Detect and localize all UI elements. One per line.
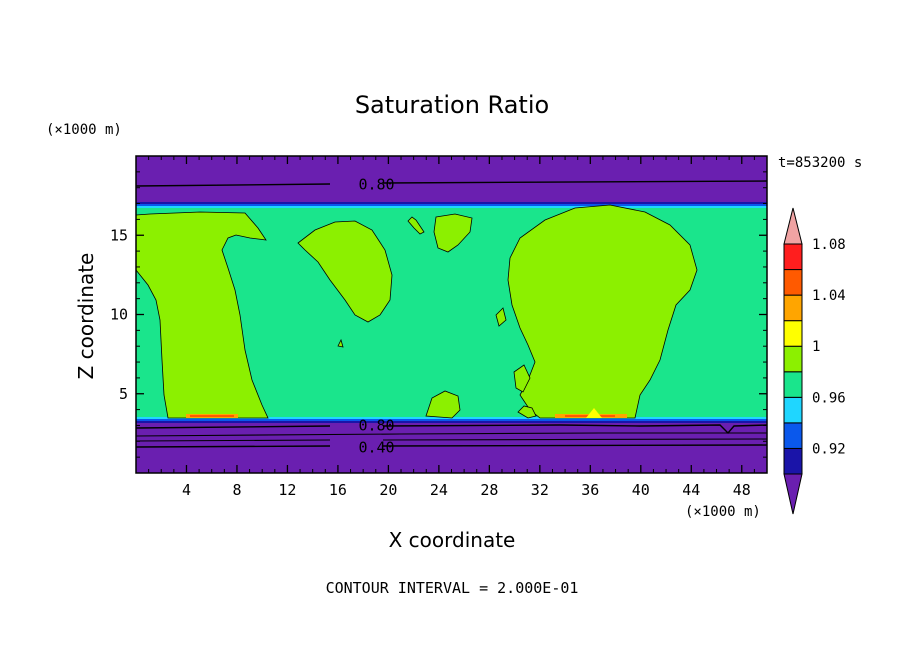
x-tick-label: 32 [531, 481, 549, 499]
field-blob-right [507, 204, 698, 419]
colorbar-upper-extension [783, 207, 803, 245]
colorbar-swatch [783, 320, 803, 347]
y-axis-label: Z coordinate [74, 253, 98, 380]
x-tick-label: 40 [632, 481, 650, 499]
colorbar-tick-label: 1 [812, 339, 820, 355]
colorbar-swatch [783, 422, 803, 449]
colorbar-tick-label: 1.04 [812, 288, 846, 304]
y-tick-label: 15 [110, 226, 128, 244]
x-tick-label: 48 [733, 481, 751, 499]
contour-field [136, 156, 767, 473]
x-axis-ticks: 4 8 12 16 20 24 28 32 36 40 44 48 [148, 156, 755, 499]
contour-line-0.40 [136, 444, 767, 448]
x-axis-unit: (×1000 m) [685, 504, 761, 520]
contour-label: 0.80 [358, 416, 394, 434]
contour-line-0.80-top [136, 180, 767, 187]
colorbar-swatch [783, 345, 803, 373]
colorbar-tick-label: 1.08 [812, 237, 846, 253]
field-blob-left [136, 211, 269, 419]
colorbar-tick-label: 0.92 [812, 441, 846, 457]
x-tick-label: 12 [278, 481, 296, 499]
x-tick-label: 24 [430, 481, 448, 499]
x-tick-label: 36 [581, 481, 599, 499]
colorbar-tick-label: 0.96 [812, 390, 846, 406]
x-tick-label: 8 [232, 481, 241, 499]
colorbar: 0.92 0.96 1 1.04 1.08 [783, 207, 846, 515]
x-tick-label: 20 [379, 481, 397, 499]
colorbar-swatch [783, 447, 803, 475]
x-axis-label: X coordinate [389, 528, 516, 552]
field-blob-center [297, 220, 393, 323]
contour-label: 0.40 [358, 439, 394, 457]
colorbar-swatch [783, 269, 803, 296]
y-axis-ticks: 5 10 15 [110, 171, 767, 458]
x-tick-label: 4 [182, 481, 191, 499]
colorbar-swatch [783, 371, 803, 398]
colorbar-swatch [783, 396, 803, 424]
colorbar-swatch [783, 294, 803, 322]
time-label: t=853200 s [778, 155, 862, 171]
contour-label: 0.80 [358, 176, 394, 194]
y-tick-label: 10 [110, 306, 128, 324]
contour-interval-footer: CONTOUR INTERVAL = 2.000E-01 [326, 579, 579, 597]
y-tick-label: 5 [119, 385, 128, 403]
colorbar-lower-extension [783, 473, 803, 515]
x-tick-label: 28 [480, 481, 498, 499]
colorbar-swatch [783, 243, 803, 271]
chart-title: Saturation Ratio [355, 91, 549, 119]
field-band-bottom [136, 423, 767, 473]
y-axis-unit: (×1000 m) [46, 122, 122, 138]
x-tick-label: 44 [682, 481, 700, 499]
contour-labels: 0.80 0.80 0.40 [358, 176, 394, 457]
x-tick-label: 16 [329, 481, 347, 499]
field-band-top [136, 156, 767, 204]
